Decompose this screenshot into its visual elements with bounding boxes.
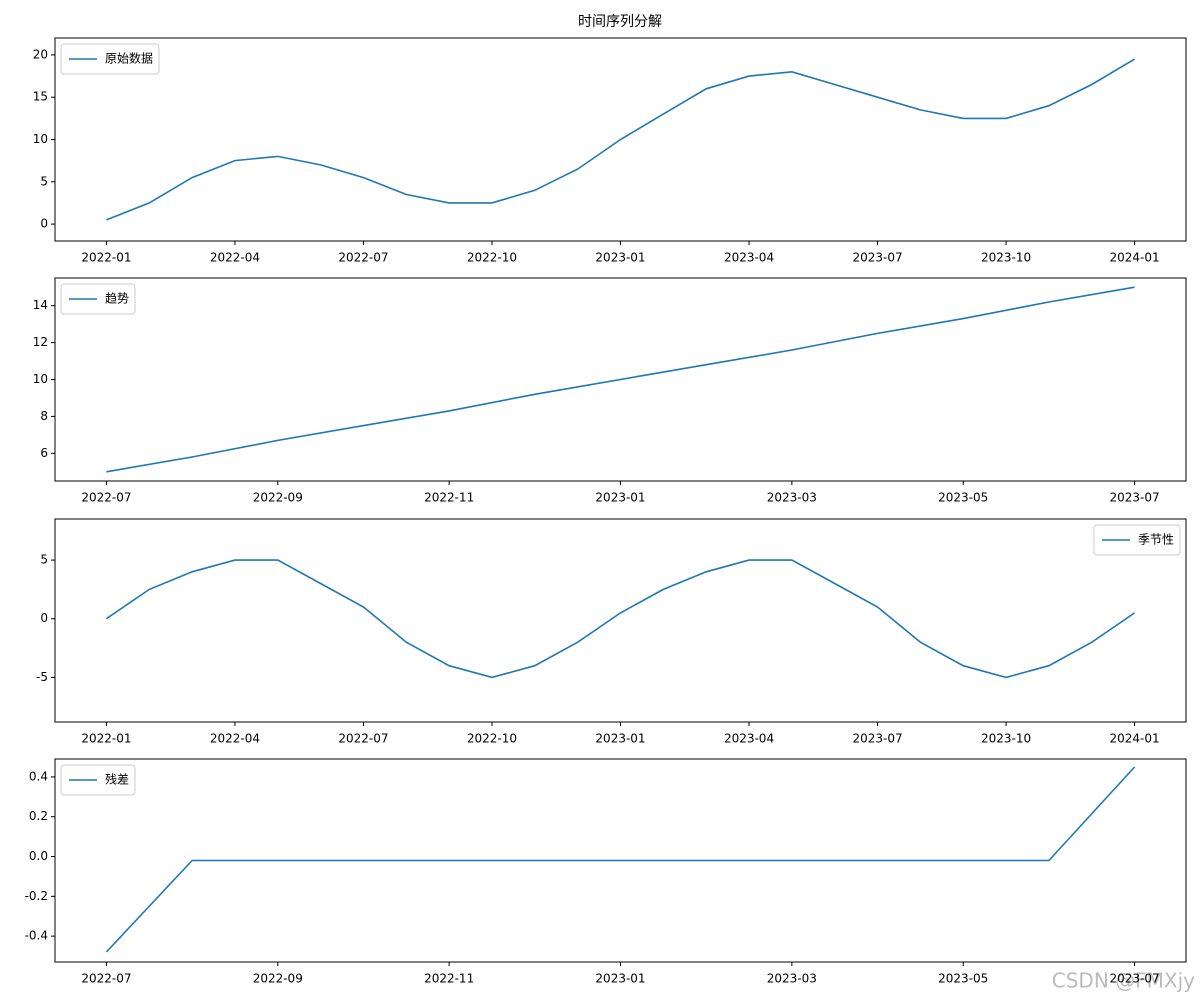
x-tick-label: 2022-07: [338, 732, 388, 746]
y-tick-label: -0.2: [25, 889, 48, 903]
x-tick-label: 2023-04: [724, 732, 774, 746]
x-tick-label: 2023-07: [852, 251, 902, 265]
data-line: [106, 58, 1136, 221]
legend: 趋势: [60, 283, 136, 315]
data-line: [106, 286, 1135, 473]
y-tick-label: -5: [36, 670, 48, 684]
axes-frame: [54, 518, 1187, 723]
legend: 残差: [60, 764, 136, 796]
x-tick-label: 2023-01: [595, 251, 645, 265]
y-tick-label: 0.0: [29, 849, 48, 863]
y-tick-label: 20: [33, 47, 48, 61]
y-tick-label: 5: [40, 174, 48, 188]
y-tick-label: 5: [40, 553, 48, 567]
x-tick-label: 2023-10: [981, 251, 1031, 265]
x-tick-label: 2024-01: [1110, 251, 1160, 265]
x-tick-label: 2023-03: [767, 972, 817, 986]
x-tick-label: 2022-04: [210, 732, 260, 746]
legend-label: 趋势: [105, 292, 129, 306]
legend-label: 季节性: [1138, 533, 1174, 547]
y-tick-label: 0: [40, 611, 48, 625]
x-tick-label: 2022-11: [424, 491, 474, 505]
x-tick-label: 2022-10: [467, 251, 517, 265]
x-tick-label: 2023-01: [595, 491, 645, 505]
y-tick-label: 0.2: [29, 809, 48, 823]
x-tick-label: 2023-01: [595, 972, 645, 986]
data-line: [105, 559, 1136, 679]
legend-box: [60, 43, 160, 75]
watermark: CSDN @FMXjy: [1052, 969, 1195, 993]
x-tick-label: 2022-07: [338, 251, 388, 265]
y-tick-label: -0.4: [25, 929, 48, 943]
x-tick-label: 2022-04: [210, 251, 260, 265]
data-line: [105, 766, 1136, 953]
x-tick-label: 2022-01: [81, 251, 131, 265]
x-tick-label: 2024-01: [1110, 732, 1160, 746]
legend-label: 原始数据: [105, 51, 153, 66]
x-tick-label: 2022-07: [81, 491, 131, 505]
x-tick-label: 2023-10: [981, 732, 1031, 746]
x-tick-label: 2023-03: [767, 491, 817, 505]
y-tick-label: 14: [33, 298, 48, 312]
legend-label: 残差: [105, 773, 129, 787]
x-tick-label: 2023-07: [1110, 972, 1160, 986]
x-tick-label: 2023-01: [595, 732, 645, 746]
legend-box: [1093, 524, 1181, 556]
y-tick-label: 8: [40, 409, 48, 423]
x-tick-label: 2022-11: [424, 972, 474, 986]
x-tick-label: 2022-09: [253, 972, 303, 986]
y-tick-label: 10: [33, 132, 48, 146]
y-tick-label: 0: [40, 217, 48, 231]
x-tick-label: 2022-10: [467, 732, 517, 746]
x-tick-label: 2023-07: [852, 732, 902, 746]
x-tick-label: 2023-05: [938, 491, 988, 505]
legend: 原始数据: [60, 43, 160, 75]
legend-box: [60, 283, 136, 315]
y-tick-label: 15: [33, 90, 48, 104]
y-tick-label: 12: [33, 335, 48, 349]
x-tick-label: 2023-04: [724, 251, 774, 265]
y-tick-label: 10: [33, 372, 48, 386]
x-tick-label: 2022-07: [81, 972, 131, 986]
x-tick-label: 2023-05: [938, 972, 988, 986]
y-tick-label: 0.4: [29, 769, 48, 783]
legend-box: [60, 764, 136, 796]
x-tick-label: 2023-07: [1110, 491, 1160, 505]
legend: 季节性: [1093, 524, 1181, 556]
x-tick-label: 2022-01: [81, 732, 131, 746]
y-tick-label: 6: [40, 446, 48, 460]
figure-title: 时间序列分解: [578, 14, 662, 30]
x-tick-label: 2022-09: [253, 491, 303, 505]
